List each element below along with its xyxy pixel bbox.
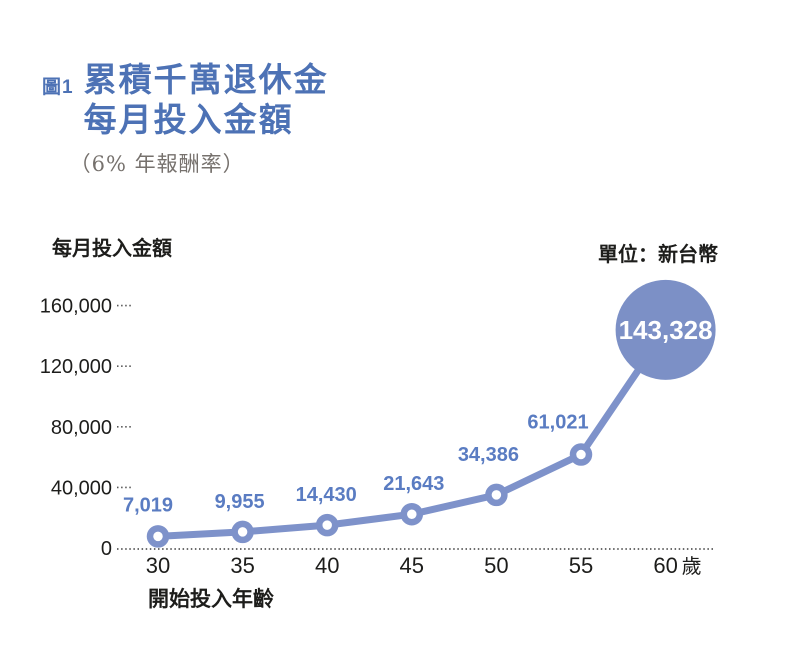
x-tick-label: 40 [315, 553, 339, 578]
x-tick-label: 50 [484, 553, 508, 578]
data-point-marker [231, 520, 254, 544]
data-point-marker [315, 513, 339, 537]
figure-number-tag: 圖1 [42, 77, 74, 98]
data-point-marker [485, 483, 508, 507]
x-tick-label: 55 [569, 553, 593, 578]
highlight-value-label: 143,328 [619, 315, 713, 345]
y-tick-label: 40,000 [51, 477, 112, 499]
y-tick-label: 160,000 [40, 296, 112, 318]
data-point-label: 14,430 [296, 484, 357, 506]
chart-title-line-1: 累積千萬退休金 [83, 61, 329, 98]
chart-subtitle: （6% 年報酬率） [69, 152, 245, 176]
data-point-label: 21,643 [383, 473, 444, 495]
x-tick-label: 35 [230, 553, 254, 578]
highlight-circle [615, 279, 716, 380]
x-tick-label: 60 [653, 553, 677, 578]
data-point-label: 7,019 [123, 494, 173, 516]
y-tick-label: 80,000 [51, 417, 112, 439]
x-tick-label: 30 [146, 553, 170, 578]
chart-title-block: 累積千萬退休金 每月投入金額 （6% 年報酬率） [70, 60, 329, 178]
chart-title-line-2: 每月投入金額 [83, 101, 294, 138]
y-axis-title: 每月投入金額 [52, 238, 172, 260]
data-point-marker [569, 443, 593, 466]
unit-label: 單位：新台幣 [598, 244, 718, 266]
x-axis-unit-suffix: 歲 [682, 555, 702, 578]
data-point-label: 9,955 [215, 491, 265, 513]
y-tick-label: 0 [101, 538, 112, 560]
x-tick-label: 45 [400, 553, 424, 578]
data-point-marker [400, 502, 424, 526]
chart-header: 圖1 累積千萬退休金 每月投入金額 （6% 年報酬率） [42, 60, 329, 178]
data-point-label: 34,386 [458, 444, 519, 466]
data-point-label: 61,021 [527, 412, 588, 434]
data-point-marker [146, 525, 170, 548]
x-axis-title: 開始投入年齡 [148, 588, 274, 611]
y-tick-label: 120,000 [40, 356, 112, 378]
